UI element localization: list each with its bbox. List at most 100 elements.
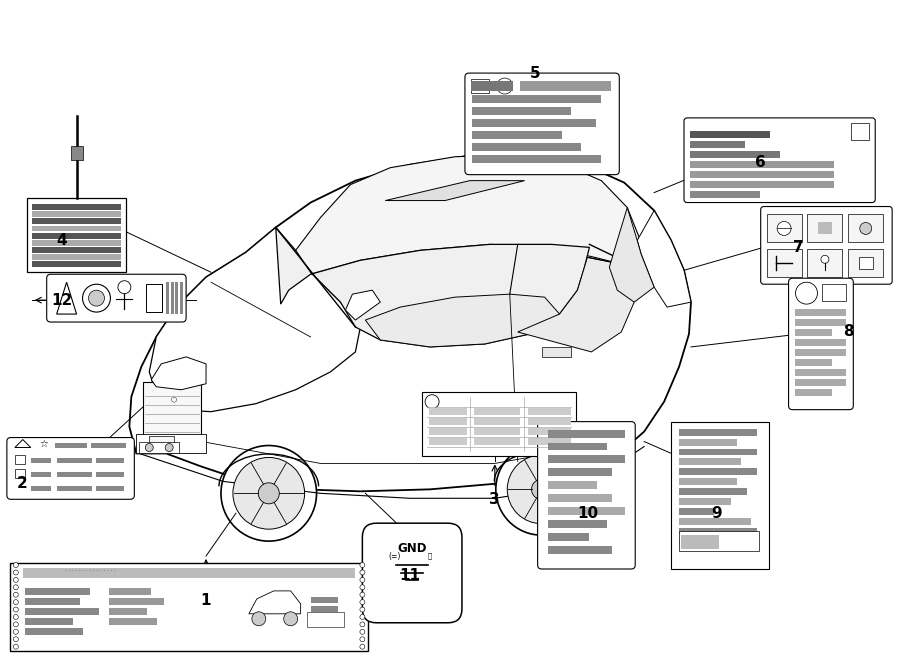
Bar	[429, 408, 467, 414]
Text: GND: GND	[398, 542, 427, 555]
Bar	[527, 428, 572, 434]
Circle shape	[88, 290, 104, 306]
Bar	[472, 131, 562, 139]
Bar	[859, 258, 873, 269]
Bar	[422, 392, 577, 457]
Bar	[527, 418, 572, 424]
Circle shape	[860, 222, 872, 234]
Polygon shape	[149, 228, 360, 412]
Polygon shape	[365, 294, 560, 347]
Circle shape	[14, 585, 18, 590]
Bar	[547, 442, 608, 451]
Circle shape	[508, 455, 576, 524]
Bar	[849, 250, 883, 277]
Circle shape	[284, 612, 298, 626]
Bar	[542, 347, 572, 357]
Bar	[32, 247, 122, 253]
Circle shape	[166, 444, 173, 451]
Bar	[795, 339, 846, 346]
Circle shape	[14, 570, 18, 575]
Bar	[25, 608, 100, 615]
Bar	[849, 214, 883, 242]
Bar	[547, 481, 598, 489]
Bar	[10, 563, 368, 651]
Bar	[679, 538, 724, 545]
Bar	[31, 458, 50, 463]
Bar	[57, 458, 92, 463]
Text: ⬡: ⬡	[170, 397, 176, 402]
Bar	[22, 568, 356, 578]
Bar	[110, 608, 148, 615]
Text: 5: 5	[529, 66, 540, 81]
Bar	[57, 486, 92, 491]
Bar	[110, 618, 158, 625]
Polygon shape	[518, 258, 637, 352]
Polygon shape	[281, 155, 639, 304]
Circle shape	[497, 78, 513, 94]
Bar	[474, 408, 519, 414]
Bar	[679, 479, 737, 485]
Circle shape	[360, 570, 364, 575]
Bar	[547, 469, 612, 477]
Bar	[807, 250, 842, 277]
Bar	[25, 598, 79, 605]
Circle shape	[360, 563, 364, 567]
Bar	[690, 131, 770, 138]
Bar	[310, 597, 338, 603]
Bar	[671, 422, 769, 569]
Bar	[147, 284, 162, 312]
Circle shape	[360, 630, 364, 634]
Text: 10: 10	[577, 506, 598, 521]
Bar	[171, 282, 174, 314]
Bar	[429, 438, 467, 444]
Text: 8: 8	[843, 324, 853, 340]
Bar	[96, 486, 124, 491]
Bar	[474, 428, 519, 434]
Bar	[96, 472, 124, 477]
Bar	[25, 618, 73, 625]
Circle shape	[14, 592, 18, 597]
Circle shape	[360, 614, 364, 620]
Bar	[795, 309, 846, 316]
Text: · · · · · · · · · · · · · · ·: · · · · · · · · · · · · · · ·	[65, 569, 115, 573]
Polygon shape	[57, 282, 76, 314]
Bar	[57, 472, 92, 477]
Bar	[91, 442, 126, 448]
Bar	[143, 382, 201, 436]
Text: 11: 11	[400, 569, 420, 583]
Circle shape	[252, 612, 266, 626]
Bar	[547, 546, 612, 554]
Bar	[679, 508, 714, 515]
Bar	[140, 442, 179, 453]
Bar	[32, 240, 122, 246]
Text: 7: 7	[793, 240, 804, 255]
Bar	[679, 428, 757, 436]
Bar	[166, 282, 169, 314]
Circle shape	[145, 444, 153, 451]
Circle shape	[821, 256, 829, 263]
Bar	[527, 438, 572, 444]
Bar	[795, 389, 833, 396]
Polygon shape	[275, 228, 590, 347]
Bar	[474, 438, 519, 444]
Circle shape	[14, 637, 18, 641]
Bar	[32, 233, 122, 238]
Bar	[527, 408, 572, 414]
Bar	[14, 469, 25, 479]
Circle shape	[221, 446, 317, 541]
Circle shape	[360, 577, 364, 583]
Bar	[70, 146, 83, 160]
Circle shape	[14, 630, 18, 634]
Bar	[32, 218, 122, 224]
Polygon shape	[130, 155, 691, 491]
Circle shape	[496, 444, 588, 535]
Circle shape	[360, 644, 364, 649]
Bar	[795, 369, 846, 376]
Bar	[823, 284, 846, 301]
Bar	[472, 143, 581, 151]
Bar	[519, 81, 611, 91]
Bar	[547, 430, 625, 438]
Bar	[547, 495, 612, 502]
Bar	[690, 141, 745, 148]
Bar	[679, 438, 737, 446]
